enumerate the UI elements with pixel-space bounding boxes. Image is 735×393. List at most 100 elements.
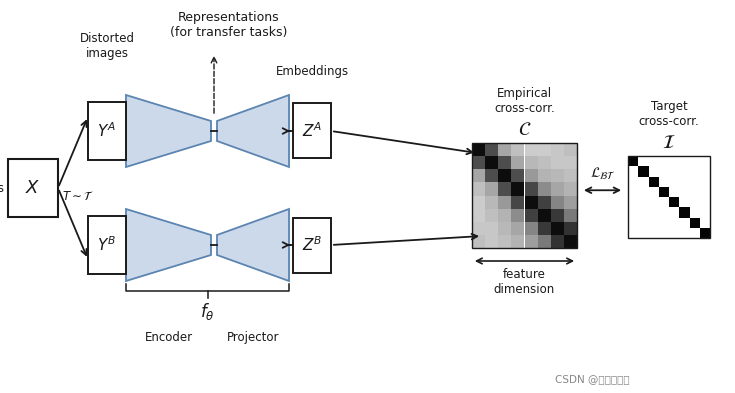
Bar <box>700 217 710 228</box>
Bar <box>689 217 700 228</box>
Bar <box>628 187 638 197</box>
Bar <box>659 197 669 207</box>
Bar <box>551 195 564 209</box>
Polygon shape <box>126 95 211 167</box>
Bar <box>659 217 669 228</box>
Bar <box>679 228 689 238</box>
Bar <box>628 176 638 187</box>
Text: Encoder: Encoder <box>145 331 193 344</box>
Bar <box>648 156 659 166</box>
Bar <box>628 197 638 207</box>
Bar <box>669 197 679 207</box>
Bar <box>689 166 700 176</box>
Bar <box>669 187 679 197</box>
Bar <box>638 207 648 217</box>
Bar <box>659 228 669 238</box>
Bar <box>638 176 648 187</box>
Text: $\mathcal{L}_{\mathcal{B}\mathcal{T}}$: $\mathcal{L}_{\mathcal{B}\mathcal{T}}$ <box>589 166 615 182</box>
Bar <box>564 209 577 222</box>
Bar <box>628 156 710 238</box>
Text: Target
cross-corr.: Target cross-corr. <box>639 100 700 128</box>
Bar <box>498 195 512 209</box>
Bar <box>472 195 485 209</box>
Bar <box>669 228 679 238</box>
Bar <box>689 187 700 197</box>
Bar <box>700 187 710 197</box>
Bar <box>485 143 498 156</box>
Bar <box>512 169 525 182</box>
Bar <box>512 222 525 235</box>
Bar <box>551 182 564 195</box>
Bar <box>537 143 551 156</box>
Bar <box>564 156 577 169</box>
Bar <box>648 187 659 197</box>
Bar <box>551 222 564 235</box>
Bar <box>485 169 498 182</box>
Bar <box>638 197 648 207</box>
Bar <box>628 228 638 238</box>
Bar <box>700 207 710 217</box>
Text: $\mathcal{I}$: $\mathcal{I}$ <box>662 133 675 152</box>
Bar <box>485 209 498 222</box>
Bar <box>472 182 485 195</box>
Bar <box>638 187 648 197</box>
Bar <box>689 176 700 187</box>
Bar <box>498 143 512 156</box>
Bar <box>564 235 577 248</box>
Bar <box>669 207 679 217</box>
Bar <box>472 143 577 248</box>
Bar <box>537 235 551 248</box>
Bar <box>628 166 638 176</box>
Bar <box>551 209 564 222</box>
Bar <box>525 156 537 169</box>
Bar <box>537 182 551 195</box>
Bar <box>472 169 485 182</box>
Bar <box>700 166 710 176</box>
Text: $Z^B$: $Z^B$ <box>301 236 322 254</box>
Bar <box>659 176 669 187</box>
Text: Representations
(for transfer tasks): Representations (for transfer tasks) <box>171 11 287 39</box>
Bar <box>648 166 659 176</box>
Bar <box>537 222 551 235</box>
Bar <box>564 143 577 156</box>
Bar <box>648 217 659 228</box>
Bar <box>551 235 564 248</box>
Bar <box>537 156 551 169</box>
Bar <box>638 166 648 176</box>
Bar <box>472 235 485 248</box>
Bar <box>551 169 564 182</box>
Text: Distorted
images: Distorted images <box>79 32 135 60</box>
Polygon shape <box>126 209 211 281</box>
Bar <box>564 169 577 182</box>
Bar <box>659 207 669 217</box>
Bar <box>669 217 679 228</box>
Bar <box>485 195 498 209</box>
Bar <box>512 235 525 248</box>
Bar <box>512 195 525 209</box>
Bar <box>628 156 638 166</box>
Bar <box>679 166 689 176</box>
Bar <box>472 143 485 156</box>
Bar <box>648 176 659 187</box>
Text: Images: Images <box>0 182 5 195</box>
Bar <box>525 169 537 182</box>
Bar <box>525 195 537 209</box>
Polygon shape <box>217 209 289 281</box>
Bar <box>679 197 689 207</box>
Bar <box>498 169 512 182</box>
Bar <box>88 102 126 160</box>
Bar <box>564 182 577 195</box>
Bar <box>679 156 689 166</box>
Bar <box>551 143 564 156</box>
Text: $Y^B$: $Y^B$ <box>98 236 117 254</box>
Bar <box>679 217 689 228</box>
Bar <box>498 156 512 169</box>
Text: $\mathcal{C}$: $\mathcal{C}$ <box>517 120 531 139</box>
Text: $T \sim \mathcal{T}$: $T \sim \mathcal{T}$ <box>62 189 94 202</box>
Bar <box>700 176 710 187</box>
Bar <box>551 156 564 169</box>
Bar <box>525 235 537 248</box>
Bar <box>638 156 648 166</box>
Bar <box>648 197 659 207</box>
Bar <box>648 228 659 238</box>
